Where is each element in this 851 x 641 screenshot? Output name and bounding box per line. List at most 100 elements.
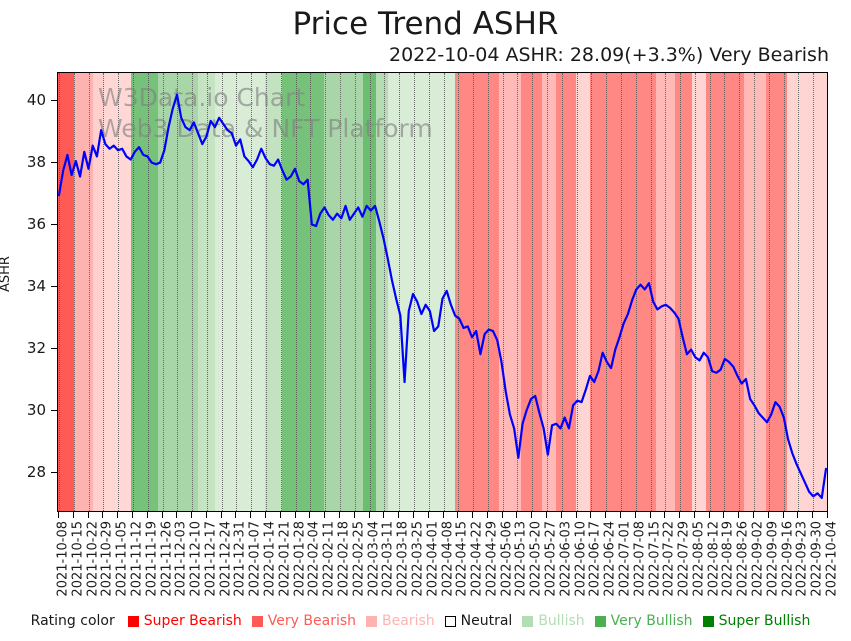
legend-title: Rating color — [30, 613, 115, 629]
price-line-series — [58, 93, 827, 500]
rating-band — [674, 73, 693, 511]
gridline-vertical — [739, 73, 741, 511]
legend-swatch — [702, 615, 714, 627]
legend-item-label: Bearish — [382, 613, 435, 629]
gridline-vertical — [665, 73, 667, 511]
x-axis-tick-label: 2022-05-06 — [499, 521, 515, 597]
x-axis-tick — [353, 512, 355, 518]
legend-item[interactable]: Super Bearish — [127, 613, 242, 629]
x-axis-tick — [324, 512, 326, 518]
x-axis-tick — [131, 512, 133, 518]
gridline-vertical — [428, 73, 430, 511]
gridline-vertical — [59, 73, 60, 511]
page-title: Price Trend ASHR — [292, 6, 559, 42]
gridline-vertical — [221, 73, 223, 511]
x-axis-tick — [220, 512, 222, 518]
x-axis-tick — [338, 512, 340, 518]
y-axis-tick — [51, 409, 57, 411]
gridline-vertical — [413, 73, 415, 511]
gridline-vertical — [147, 73, 149, 511]
x-axis-tick — [664, 512, 666, 518]
rating-band — [807, 73, 827, 511]
gridline-vertical — [354, 73, 356, 511]
rating-band — [499, 73, 522, 511]
x-axis-tick — [412, 512, 414, 518]
gridline-vertical — [399, 73, 401, 511]
legend-swatch — [366, 615, 378, 627]
x-axis-tick — [782, 512, 784, 518]
rating-band — [589, 73, 614, 511]
x-axis-tick — [87, 512, 89, 518]
x-axis-tick-label: 2022-08-12 — [706, 521, 722, 597]
gridline-vertical — [369, 73, 371, 511]
legend-item-label: Neutral — [460, 613, 513, 629]
legend-item-label: Very Bullish — [610, 613, 693, 629]
x-axis-tick — [235, 512, 237, 518]
x-axis-tick-label: 2021-10-08 — [55, 521, 71, 597]
legend-item[interactable]: Bullish — [522, 613, 585, 629]
x-axis-tick-label: 2021-11-26 — [159, 521, 175, 597]
x-axis-tick-label: 2022-02-11 — [321, 521, 337, 597]
x-axis-tick-label: 2022-10-04 — [824, 521, 840, 597]
y-axis-tick — [51, 285, 57, 287]
rating-band — [387, 73, 410, 511]
x-axis-tick-label: 2022-04-01 — [425, 521, 441, 597]
gridline-vertical — [103, 73, 105, 511]
rating-band — [786, 73, 808, 511]
x-axis-tick-label: 2022-09-30 — [809, 521, 825, 597]
x-axis-tick — [531, 512, 533, 518]
x-axis-tick — [294, 512, 296, 518]
gridline-vertical — [325, 73, 327, 511]
x-axis-tick — [457, 512, 459, 518]
rating-band — [281, 73, 304, 511]
legend-item-label: Super Bearish — [143, 613, 242, 629]
gridline-vertical — [251, 73, 253, 511]
x-axis-tick — [634, 512, 636, 518]
gridline-vertical — [266, 73, 268, 511]
x-axis-tick — [279, 512, 281, 518]
legend: Rating color Super Bearish Very Bearish Be… — [0, 613, 851, 629]
legend-item[interactable]: Bearish — [366, 613, 435, 629]
x-axis-tick-label: 2022-07-08 — [632, 521, 648, 597]
gridline-vertical — [620, 73, 622, 511]
gridline-vertical — [576, 73, 578, 511]
y-axis-tick-label: 30 — [26, 400, 46, 419]
x-axis-tick — [472, 512, 474, 518]
x-axis-tick-label: 2022-01-14 — [262, 521, 278, 597]
x-axis-tick-label: 2021-11-05 — [114, 521, 130, 597]
legend-item[interactable]: Very Bullish — [594, 613, 693, 629]
x-axis-tick — [161, 512, 163, 518]
legend-item[interactable]: Very Bearish — [251, 613, 356, 629]
x-axis-tick-label: 2022-09-02 — [750, 521, 766, 597]
legend-item-label: Bullish — [538, 613, 585, 629]
y-axis-tick — [51, 347, 57, 349]
gridline-vertical — [783, 73, 785, 511]
y-axis-tick-label: 40 — [26, 90, 46, 109]
legend-item[interactable]: Neutral — [444, 613, 513, 629]
x-axis-tick — [383, 512, 385, 518]
x-axis-tick-label: 2022-01-21 — [277, 521, 293, 597]
x-axis-tick-label: 2022-06-17 — [587, 521, 603, 597]
x-axis-tick — [619, 512, 621, 518]
x-axis-tick-label: 2022-08-05 — [691, 521, 707, 597]
gridline-vertical — [724, 73, 726, 511]
y-axis-tick-label: 36 — [26, 214, 46, 233]
legend-swatch — [251, 615, 263, 627]
x-axis-tick-label: 2022-08-26 — [735, 521, 751, 597]
rating-band — [243, 73, 266, 511]
gridline-vertical — [339, 73, 341, 511]
x-axis-tick — [486, 512, 488, 518]
x-axis-tick-label: 2021-12-03 — [173, 521, 189, 597]
x-axis-tick — [265, 512, 267, 518]
x-axis-tick — [693, 512, 695, 518]
legend-item[interactable]: Super Bullish — [702, 613, 811, 629]
x-axis-tick-label: 2022-04-29 — [484, 521, 500, 597]
x-axis-tick-label: 2021-11-19 — [144, 521, 160, 597]
legend-item-label: Super Bullish — [718, 613, 811, 629]
x-axis-tick-label: 2022-06-03 — [558, 521, 574, 597]
rating-band — [613, 73, 636, 511]
x-axis-tick — [398, 512, 400, 518]
watermark-line-1: W3Data.io Chart — [98, 83, 306, 112]
x-axis-tick — [516, 512, 518, 518]
rating-band — [344, 73, 364, 511]
